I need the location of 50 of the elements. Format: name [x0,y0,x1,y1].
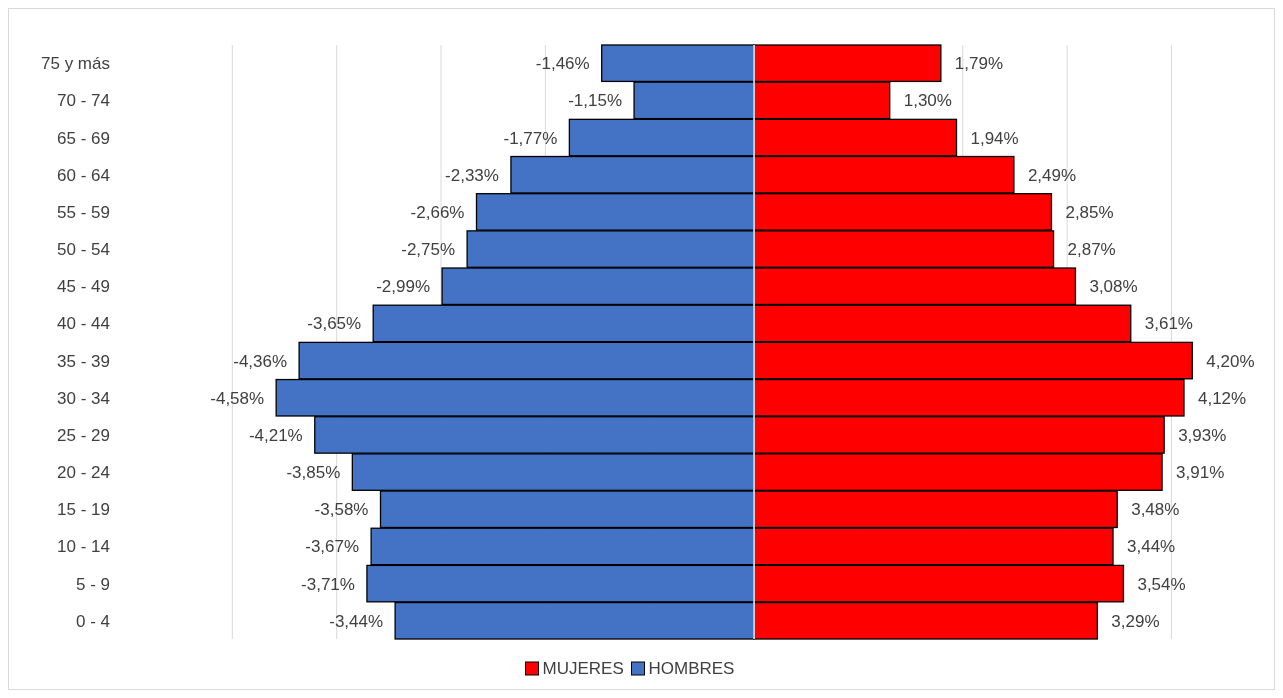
data-label: -3,85% [286,463,341,483]
y-tick-label: 40 - 44 [57,314,110,334]
data-label: 3,44% [1127,537,1176,557]
data-label: -3,65% [307,314,362,334]
y-tick-label: 0 - 4 [75,611,110,631]
data-label: 3,93% [1178,425,1227,445]
data-label: 2,49% [1027,165,1077,185]
y-tick-label: 30 - 34 [57,388,110,408]
data-label: 4,12% [1197,388,1247,408]
data-label: 1,79% [954,54,1004,74]
y-tick-label: 70 - 74 [57,91,110,111]
data-label: -4,21% [248,425,303,445]
data-label: 3,54% [1137,574,1186,594]
y-tick-label: 65 - 69 [57,128,110,148]
legend-label: MUJERES [542,659,624,678]
data-label: 4,20% [1206,351,1255,371]
data-label: -1,46% [535,54,590,74]
data-label: -3,44% [329,611,384,631]
data-label: -1,77% [503,128,558,148]
data-label: 3,08% [1089,277,1138,297]
y-tick-label: 55 - 59 [57,202,110,222]
legend-label: HOMBRES [648,659,735,678]
y-tick-label: 60 - 64 [57,165,110,185]
data-label: 2,85% [1065,202,1114,222]
y-tick-label: 20 - 24 [57,463,110,483]
y-tick-label: 75 y más [41,54,110,74]
data-label: -3,71% [301,574,355,594]
y-tick-label: 45 - 49 [57,277,110,297]
data-label: -3,58% [314,500,369,520]
data-label: 3,29% [1111,611,1160,631]
data-label: -2,75% [401,240,456,260]
data-label: 1,94% [970,128,1019,148]
data-label: -3,67% [305,537,360,557]
data-label: -4,36% [233,351,288,371]
data-label: -2,66% [410,202,465,222]
data-label: -4,58% [210,388,265,408]
data-label: 1,30% [903,91,952,111]
data-label: 3,48% [1131,500,1180,520]
y-tick-label: 15 - 19 [57,500,110,520]
y-tick-label: 25 - 29 [57,425,110,445]
data-label: -2,99% [376,277,431,297]
data-label: 3,91% [1176,463,1225,483]
y-tick-label: 35 - 39 [57,351,110,371]
data-label: 2,87% [1067,240,1116,260]
y-tick-label: 50 - 54 [57,240,110,260]
data-label: 3,61% [1144,314,1193,334]
y-tick-label: 10 - 14 [57,537,110,557]
data-label: -2,33% [445,165,499,185]
y-tick-label: 5 - 9 [75,574,110,594]
data-label: -1,15% [568,91,623,111]
